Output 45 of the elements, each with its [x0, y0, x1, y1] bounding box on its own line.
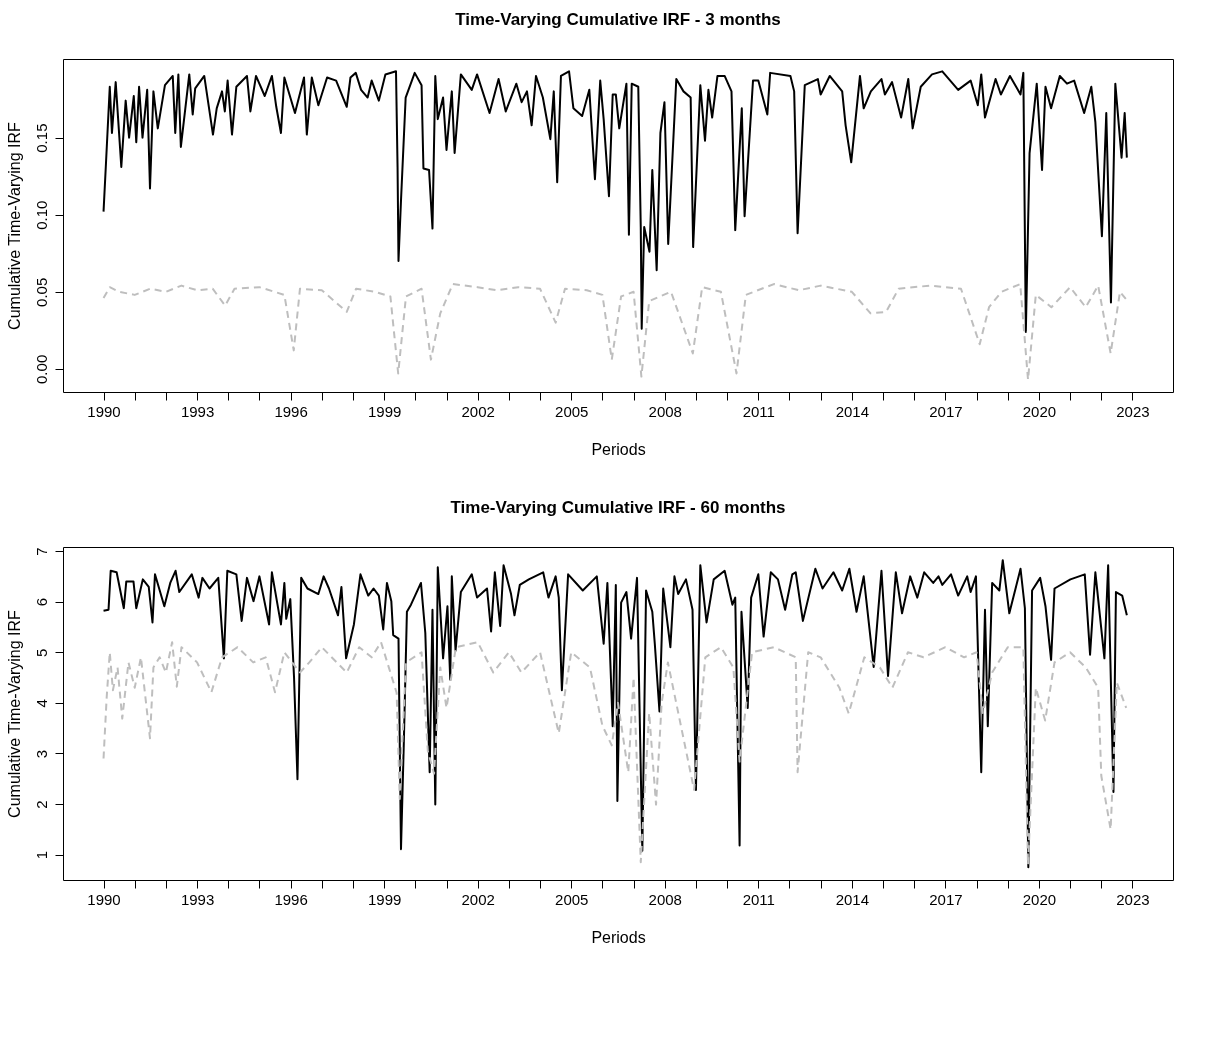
- y-tick-label: 0.00: [32, 354, 50, 384]
- x-tick-label: 1993: [180, 890, 215, 908]
- x-tick-label: 2020: [1022, 890, 1057, 908]
- x-tick-label: 1990: [87, 402, 121, 420]
- x-tick-label: 1996: [274, 890, 308, 908]
- x-tick-label: 1990: [87, 890, 121, 908]
- y-tick-label: 6: [32, 597, 50, 607]
- x-axis-title: Periods: [591, 928, 646, 946]
- x-tick-label: 2005: [555, 890, 589, 908]
- x-tick-label: 2005: [555, 402, 589, 420]
- x-tick-label: 2008: [648, 890, 682, 908]
- x-tick-label: 2011: [742, 402, 775, 420]
- x-tick-label: 1993: [180, 402, 215, 420]
- y-tick-label: 0.05: [32, 277, 50, 307]
- y-tick-label: 5: [32, 648, 50, 657]
- x-tick-label: 1999: [367, 890, 402, 908]
- x-tick-label: 2014: [835, 402, 870, 420]
- y-tick-label: 7: [32, 547, 50, 556]
- x-tick-label: 2008: [648, 402, 682, 420]
- x-tick-label: 2023: [1116, 890, 1150, 908]
- x-tick-label: 2023: [1116, 402, 1150, 420]
- y-axis-title: Cumulative Time-Varying IRF: [5, 121, 23, 330]
- chart-title: Time-Varying Cumulative IRF - 3 months: [455, 10, 781, 29]
- x-tick-label: 2011: [742, 890, 775, 908]
- line-series: [102, 70, 1128, 333]
- x-tick-label: 2002: [461, 890, 495, 908]
- y-tick-label: 0.15: [32, 123, 50, 153]
- x-tick-label: 2020: [1022, 402, 1057, 420]
- line-series: [102, 283, 1128, 381]
- x-tick-label: 1999: [367, 402, 402, 420]
- y-axis-title: Cumulative Time-Varying IRF: [5, 609, 23, 818]
- x-tick-label: 2017: [929, 402, 963, 420]
- y-tick-label: 3: [32, 749, 50, 759]
- x-tick-label: 2002: [461, 402, 495, 420]
- x-tick-label: 2014: [835, 890, 870, 908]
- chart-title: Time-Varying Cumulative IRF - 60 months: [450, 497, 786, 517]
- y-tick-label: 1: [32, 851, 50, 860]
- x-tick-label: 2017: [929, 890, 963, 908]
- x-tick-label: 1996: [274, 402, 308, 420]
- line-series: [102, 641, 1128, 866]
- y-tick-label: 4: [32, 699, 50, 708]
- x-axis-title: Periods: [591, 440, 646, 458]
- line-series: [102, 559, 1128, 869]
- y-tick-label: 0.10: [32, 200, 50, 230]
- y-tick-label: 2: [32, 800, 50, 809]
